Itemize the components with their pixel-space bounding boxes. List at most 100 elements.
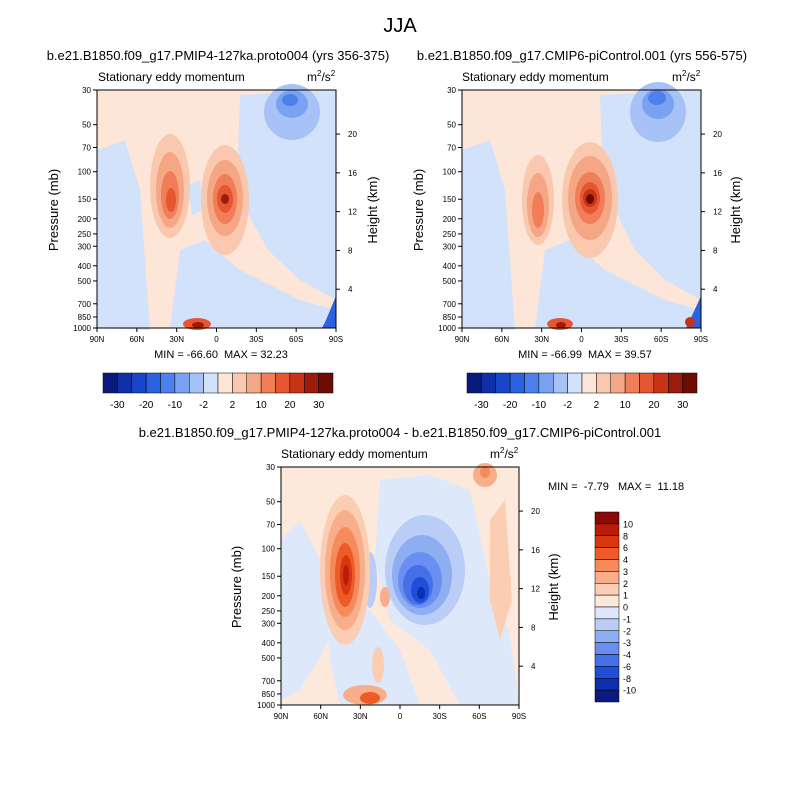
panel-3-xtick-label: 30N	[353, 712, 368, 721]
colorbar-swatch	[581, 372, 597, 394]
panel-2-ytick-label: 200	[443, 215, 457, 224]
colorbar-swatch	[553, 372, 568, 394]
panel-3-subtitle: Stationary eddy momentum	[281, 447, 428, 461]
panel-1-height-tick-label: 4	[348, 285, 353, 294]
panel-1-ytick-label: 850	[78, 313, 92, 322]
panel-1-ytick-label: 500	[78, 277, 92, 286]
panel-2-xtick-label: 90N	[455, 335, 470, 344]
panel-3: b.e21.B1850.f09_g17.PMIP4-127ka.proto004…	[139, 425, 684, 721]
panel-3-ytick-label: 50	[266, 498, 275, 507]
panel-2-height-tick-label: 8	[713, 246, 718, 255]
colorbar-swatch	[639, 372, 655, 394]
colorbar-swatch	[594, 523, 620, 536]
panel-1-ylabel-right: Height (km)	[365, 176, 380, 243]
panel-2-subtitle: Stationary eddy momentum	[462, 70, 609, 84]
colorbar-label: -1	[623, 614, 631, 624]
colorbar-swatch	[232, 372, 247, 394]
panel-3-neg-field-1	[281, 520, 330, 700]
panel-2-units: m2/s2	[672, 69, 701, 84]
panel-3-ytick-label: 850	[262, 690, 276, 699]
colorbar-label: -20	[503, 400, 518, 411]
panel-1-ytick-label: 150	[78, 195, 92, 204]
panel-1-xtick-label: 90S	[329, 335, 343, 344]
colorbar-label: -4	[623, 650, 631, 660]
colorbar-label: -20	[139, 400, 154, 411]
colorbar-label: 20	[648, 400, 660, 411]
colorbar-label: -10	[532, 400, 547, 411]
colorbar-swatch	[145, 372, 161, 394]
panel-3-x-axis: 90N 60N 30N 0 30S 60S 90S	[274, 705, 526, 721]
colorbar-label: 3	[623, 567, 628, 577]
panel-1-surface-pos-core	[192, 322, 204, 328]
colorbar-swatch	[594, 571, 620, 584]
colorbar-label: 6	[623, 543, 628, 553]
panel-2-xtick-label: 60N	[494, 335, 509, 344]
colorbar-label: 30	[313, 400, 325, 411]
panel-2-xtick-label: 60S	[654, 335, 668, 344]
colorbar-swatch	[304, 372, 319, 394]
panel-1-min-label: MIN = -66.60	[154, 349, 218, 361]
panel-2-pos-max	[586, 194, 594, 204]
colorbar-label: -3	[623, 638, 631, 648]
colorbar-swatch	[594, 535, 620, 548]
panel-2-ytick-label: 700	[443, 300, 457, 309]
panel-3-pos-small	[380, 587, 390, 607]
colorbar-swatch	[668, 372, 683, 394]
panel-1-height-tick-label: 20	[348, 130, 357, 139]
colorbar-swatch	[682, 372, 698, 394]
panel-2-ytick-label: 300	[443, 242, 457, 251]
panel-1-surface-neg	[322, 296, 336, 328]
colorbar-swatch	[594, 666, 620, 679]
panel-3-minmax-label: MIN = -7.79 MAX = 11.18	[548, 481, 684, 493]
panel-3-ytick-label: 300	[262, 619, 276, 628]
panel-1-xtick-label: 30S	[249, 335, 263, 344]
colorbar-label: -2	[623, 626, 631, 636]
panel-1-height-tick-label: 8	[348, 246, 353, 255]
colorbar-label: -6	[623, 662, 631, 672]
panel-2-ytick-label: 1000	[438, 324, 456, 333]
colorbar-label: -30	[110, 400, 125, 411]
colorbar-label: 10	[620, 400, 632, 411]
panel-1-x-axis: 90N 60N 30N 0 30S 60S 90S	[90, 328, 343, 344]
colorbar-label: 2	[230, 400, 236, 411]
colorbar-swatch	[567, 372, 583, 394]
panel-3-height-tick-label: 8	[531, 623, 536, 632]
colorbar-swatch	[594, 511, 620, 525]
panel-1-ytick-label: 700	[78, 300, 92, 309]
panel-2-right-axis: 4 8 12 16 20	[701, 130, 722, 294]
panel-2-ytick-label: 500	[443, 277, 457, 286]
panel-1-xtick-label: 60S	[289, 335, 303, 344]
panel-2-height-tick-label: 16	[713, 169, 722, 178]
panel-2-height-tick-label: 20	[713, 130, 722, 139]
colorbar-swatch	[217, 372, 233, 394]
colorbar-swatch	[594, 689, 620, 703]
colorbar-swatch	[594, 583, 620, 596]
colorbar-label: 2	[594, 400, 600, 411]
colorbar-label: 30	[677, 400, 689, 411]
panel-3-pos-pocket-2	[490, 500, 512, 640]
panel-1-xtick-label: 30N	[169, 335, 184, 344]
panel-3-ytick-label: 30	[266, 463, 275, 472]
panel-2-neg-field-2	[600, 90, 701, 300]
panel-2-max-label: MAX = 39.57	[588, 349, 652, 361]
panel-2-y-axis: 30 50 70 100 150 200 250 300 400 500 700 850 1000	[438, 86, 462, 333]
panel-3-ytick-label: 200	[262, 592, 276, 601]
panel-1-ytick-label: 70	[82, 144, 91, 153]
panel-1-ylabel: Pressure (mb)	[46, 169, 61, 251]
panel-3-ytick-label: 250	[262, 607, 276, 616]
colorbar-swatch	[466, 372, 482, 394]
colorbar-swatch	[624, 372, 640, 394]
panel-3-ytick-label: 700	[262, 677, 276, 686]
panel-1-right-axis: 4 8 12 16 20	[336, 130, 357, 294]
panel-3-y-axis: 30 50 70 100 150 200 250 300 400 500 700 850 1000	[257, 463, 281, 710]
panel-1-subtitle: Stationary eddy momentum	[98, 70, 245, 84]
panel-2-height-tick-label: 12	[713, 208, 722, 217]
panel-2-height-tick-label: 4	[713, 285, 718, 294]
panel-1-ytick-label: 100	[78, 168, 92, 177]
panel-1-ytick-label: 30	[82, 86, 91, 95]
panel-1-neg-field-3	[170, 240, 336, 328]
panel-3-surface-pos-core	[360, 692, 380, 704]
panel-2-ytick-label: 50	[447, 121, 456, 130]
panel-2-surface-pos-core	[556, 322, 566, 328]
